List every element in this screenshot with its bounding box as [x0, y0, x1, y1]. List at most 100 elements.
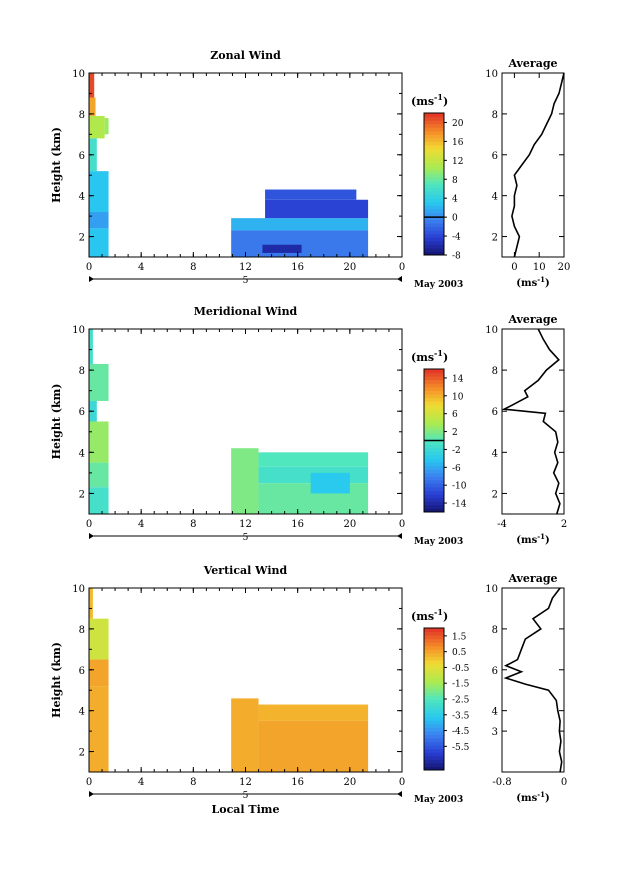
colorbar-step — [424, 684, 444, 689]
colorbar-step — [424, 436, 444, 441]
colorbar-step — [424, 752, 444, 757]
colorbar-frame — [423, 112, 445, 256]
data-blocks — [89, 588, 369, 772]
average-y-tick-label: 10 — [485, 584, 498, 595]
y-tick-label: 4 — [79, 707, 85, 718]
data-block — [89, 421, 109, 463]
x-tick-label: 4 — [138, 777, 144, 788]
colorbar-step — [424, 369, 444, 374]
colorbar-step — [424, 674, 444, 679]
colorbar-step — [424, 169, 444, 174]
colorbar-step — [424, 720, 444, 725]
date-label: May 2003 — [414, 795, 463, 805]
colorbar-tick-label: -14 — [452, 500, 467, 510]
colorbar-step — [424, 479, 444, 484]
colorbar-step — [424, 194, 444, 199]
x-tick-label: 12 — [239, 262, 252, 273]
data-block — [310, 472, 350, 494]
x-tick-label: 0 — [399, 777, 405, 788]
colorbar-step — [424, 472, 444, 477]
colorbar-step — [424, 176, 444, 181]
date-arrow — [89, 276, 94, 282]
colorbar-step — [424, 240, 444, 245]
colorbar-step — [424, 659, 444, 664]
x-tick-label: 8 — [190, 262, 196, 273]
y-tick-label: 10 — [72, 325, 85, 336]
colorbar-step — [424, 426, 444, 431]
colorbar-step — [424, 759, 444, 764]
colorbar-step — [424, 159, 444, 164]
colorbar-step — [424, 656, 444, 661]
colorbar-step — [424, 219, 444, 224]
colorbar-tick-label: -2.5 — [452, 696, 470, 706]
y-tick-label: 6 — [79, 407, 85, 418]
data-block — [258, 452, 369, 467]
y-tick-label: 10 — [72, 69, 85, 80]
colorbar-step — [424, 465, 444, 470]
colorbar-unit: (ms-1) — [411, 607, 448, 623]
panel-title: Vertical Wind — [203, 564, 288, 577]
panel-1: Meridional Wind 2 4 6 8 10 0 4 8 12 16 20 0 Height (k… — [50, 305, 567, 547]
average-panel: Average 2 4 6 8 10 -4 2 (ms-1) — [485, 313, 567, 546]
data-block — [89, 212, 109, 229]
colorbar-step — [424, 628, 444, 633]
colorbar-step — [424, 433, 444, 438]
colorbar-step — [424, 397, 444, 402]
data-blocks — [89, 329, 369, 514]
panel-title: Meridional Wind — [194, 305, 298, 318]
colorbar-step — [424, 205, 444, 210]
x-tick-label: 4 — [138, 519, 144, 530]
colorbar-step — [424, 706, 444, 711]
average-title: Average — [507, 313, 557, 326]
x-tick-label: 8 — [190, 777, 196, 788]
colorbar-step — [424, 372, 444, 377]
colorbar-step — [424, 755, 444, 760]
colorbar: 20 16 12 8 4 0 -4 -8 — [423, 112, 464, 262]
colorbar-step — [424, 127, 444, 132]
colorbar-step — [424, 504, 444, 509]
colorbar-step — [424, 458, 444, 463]
colorbar-step — [424, 113, 444, 118]
average-panel: Average 2 4 6 8 10 0 10 20 (ms-1) — [485, 57, 570, 289]
date-label: May 2003 — [414, 537, 463, 547]
colorbar-tick-label: -1.5 — [452, 680, 470, 690]
colorbar-step — [424, 469, 444, 474]
colorbar-tick-label: 2 — [452, 428, 458, 438]
average-x-tick-label: 0 — [511, 262, 517, 273]
average-y-tick-label: 2 — [492, 233, 498, 244]
colorbar-step — [424, 444, 444, 449]
data-block — [89, 73, 95, 98]
y-tick-label: 10 — [72, 584, 85, 595]
colorbar-step — [424, 148, 444, 153]
data-block — [231, 230, 369, 257]
average-panel: Average 3 4 6 8 10 -0.8 0 (ms-1) — [485, 572, 567, 804]
average-y-tick-label: 10 — [485, 325, 498, 336]
x-tick-label: 16 — [291, 519, 304, 530]
colorbar-step — [424, 451, 444, 456]
data-block — [89, 686, 109, 772]
colorbar-tick-label: 4 — [452, 195, 458, 205]
colorbar-step — [424, 208, 444, 213]
colorbar-tick-label: 0.5 — [452, 648, 467, 658]
y-tick-label: 8 — [79, 625, 85, 636]
x-tick-label: 0 — [86, 262, 92, 273]
colorbar-step — [424, 702, 444, 707]
colorbar-step — [424, 483, 444, 488]
average-y-tick-label: 6 — [492, 151, 498, 162]
colorbar-step — [424, 411, 444, 416]
average-y-tick-label: 6 — [492, 666, 498, 677]
colorbar-step — [424, 730, 444, 735]
average-title: Average — [507, 57, 557, 70]
colorbar-step — [424, 738, 444, 743]
colorbar-step — [424, 476, 444, 481]
average-x-unit: (ms-1) — [516, 790, 549, 805]
average-x-tick-label: 2 — [561, 519, 567, 530]
colorbar-tick-label: 20 — [452, 119, 464, 129]
x-tick-label: 4 — [138, 262, 144, 273]
average-y-tick-label: 2 — [492, 489, 498, 500]
colorbar-step — [424, 212, 444, 217]
colorbar-step — [424, 184, 444, 189]
data-block — [89, 228, 109, 257]
colorbar-step — [424, 386, 444, 391]
